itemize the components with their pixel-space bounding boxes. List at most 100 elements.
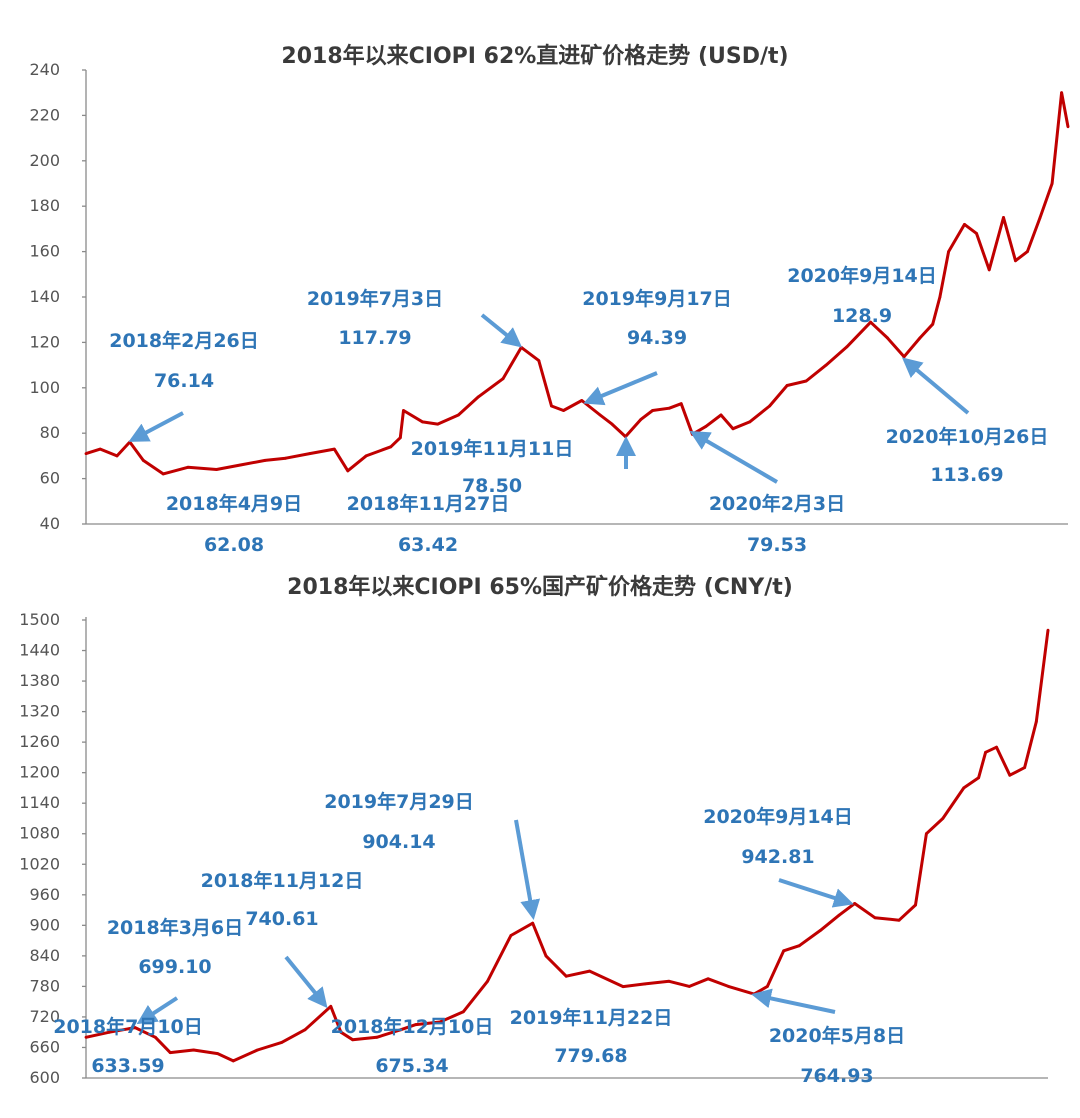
data-point [984, 750, 987, 754]
chart2-annotation-value: 764.93 [800, 1065, 873, 1087]
data-point [332, 447, 336, 451]
annotation-arrow [751, 988, 836, 1014]
chart1-annotation-date: 2018年2月26日 [109, 329, 259, 352]
chart2-annotation-date: 2018年3月6日 [107, 916, 243, 939]
data-point [1060, 91, 1063, 95]
data-point [598, 413, 602, 417]
data-point [115, 454, 119, 458]
data-point [284, 456, 288, 460]
data-point [141, 459, 145, 462]
chart1-annotation-value: 128.9 [832, 305, 892, 327]
data-point [925, 832, 928, 836]
data-point [375, 1035, 379, 1039]
data-point [436, 422, 440, 426]
data-point [719, 413, 723, 417]
annotation-arrow [778, 878, 854, 908]
chart1-title: 2018年以来CIOPI 62%直进矿价格走势 (USD/t) [281, 43, 788, 69]
chart2-annotation-date: 2018年11月12日 [201, 869, 364, 892]
chart1-y-tick-label: 60 [40, 469, 60, 488]
data-point [580, 399, 584, 402]
chart2-annotation-date: 2019年7月29日 [324, 790, 474, 813]
data-point [679, 402, 683, 406]
chart1-annotation-value: 63.42 [398, 534, 458, 556]
data-point [837, 913, 841, 917]
chart1-annotation-date: 2020年2月3日 [709, 492, 845, 515]
data-point [977, 776, 980, 780]
data-point [688, 985, 691, 988]
data-point [476, 395, 480, 399]
chart2-price-line [85, 630, 1050, 1063]
chart2-y-tick-label: 1260 [19, 732, 60, 751]
annotation-arrow [901, 357, 970, 415]
data-point [398, 436, 402, 440]
annotation-arrow [136, 996, 179, 1025]
chart1-y-tick-label: 100 [29, 378, 60, 397]
chart1-annotation-value: 94.39 [627, 327, 687, 349]
chart1-annotation-arrows [128, 313, 970, 484]
data-point [519, 346, 523, 349]
data-point [845, 345, 849, 349]
data-point [667, 979, 671, 983]
data-point [168, 1051, 172, 1054]
data-point [1014, 259, 1017, 263]
data-point [161, 472, 165, 476]
data-point [1008, 773, 1012, 777]
chart2-y-tick-label: 960 [29, 885, 60, 904]
chart2-y-tick-label: 1440 [19, 641, 60, 660]
chart2-annotation-value: 633.59 [91, 1055, 164, 1077]
data-point [544, 954, 548, 958]
chart2-y-tick-label: 1500 [19, 610, 60, 629]
data-point [329, 1005, 333, 1008]
data-point [987, 268, 991, 272]
chart2-y-tick-label: 900 [29, 915, 60, 934]
chart1-y-tick-label: 120 [29, 332, 60, 351]
data-point [873, 916, 877, 920]
chart2-annotation-value: 699.10 [138, 956, 211, 978]
data-point [1046, 628, 1050, 632]
data-point [938, 295, 942, 299]
annotation-arrow [514, 819, 541, 920]
data-point [748, 420, 752, 424]
data-point [853, 902, 857, 905]
chart2-y-tick-label: 1080 [19, 824, 60, 843]
data-point [186, 465, 190, 469]
data-point [128, 440, 132, 444]
chart2-annotation-date: 2018年7月10日 [53, 1015, 203, 1038]
data-point [667, 406, 671, 410]
chart1-y-tick-label: 140 [29, 287, 60, 306]
data-point [98, 447, 102, 451]
chart2-y-tick-label: 780 [29, 976, 60, 995]
data-point [154, 1035, 157, 1039]
data-point [414, 1023, 418, 1026]
data-point [84, 452, 88, 455]
chart2-annotation-value: 942.81 [741, 846, 814, 868]
chart2-annotation-value: 779.68 [554, 1045, 627, 1067]
chart2-annotation-date: 2020年5月8日 [769, 1024, 905, 1047]
data-point [1002, 216, 1005, 219]
data-point [84, 1035, 88, 1039]
data-point [804, 379, 808, 383]
data-point [621, 985, 625, 988]
chart1-annotation-date: 2019年7月3日 [307, 287, 443, 310]
chart-65-domestic-ore: 2018年以来CIOPI 65%国产矿价格走势 (CNY/t) 600 660 72… [19, 574, 1050, 1087]
chart2-y-tick-label: 1200 [19, 763, 60, 782]
data-point [438, 1020, 442, 1024]
chart2-y-tick-label: 840 [29, 946, 60, 965]
chart1-annotation-value: 62.08 [204, 534, 264, 556]
annotation-arrow [480, 313, 523, 348]
data-point [963, 223, 966, 226]
data-point [797, 944, 801, 948]
data-point [918, 336, 922, 340]
chart1-y-tick-label: 80 [40, 423, 60, 442]
chart1-data-points [84, 91, 1070, 476]
data-point [346, 469, 350, 473]
data-point [1023, 766, 1026, 769]
annotation-arrow [128, 411, 184, 442]
chart2-annotation-value: 675.34 [375, 1055, 448, 1077]
data-point [1050, 182, 1054, 185]
chart1-y-tick-label: 220 [29, 105, 60, 124]
chart2-annotation-date: 2018年12月10日 [331, 1015, 494, 1038]
data-point [399, 1028, 403, 1032]
data-point [766, 985, 769, 988]
